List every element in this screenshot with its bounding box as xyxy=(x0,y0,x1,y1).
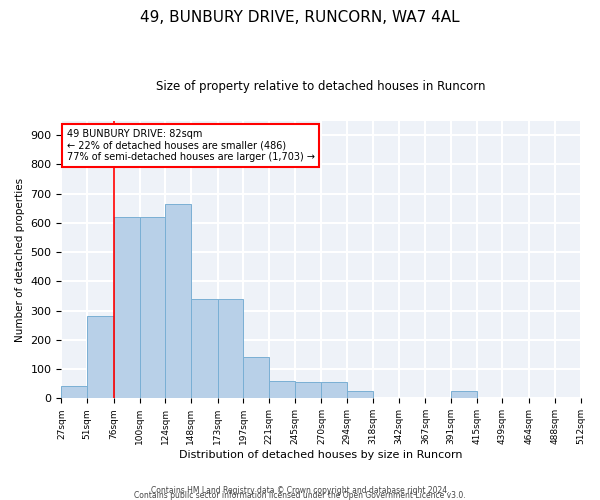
Bar xyxy=(269,381,295,398)
Bar xyxy=(322,382,347,398)
Bar xyxy=(244,358,269,399)
X-axis label: Distribution of detached houses by size in Runcorn: Distribution of detached houses by size … xyxy=(179,450,463,460)
Bar xyxy=(218,299,244,398)
Bar xyxy=(61,386,87,398)
Text: 49, BUNBURY DRIVE, RUNCORN, WA7 4AL: 49, BUNBURY DRIVE, RUNCORN, WA7 4AL xyxy=(140,10,460,25)
Text: 49 BUNBURY DRIVE: 82sqm
← 22% of detached houses are smaller (486)
77% of semi-d: 49 BUNBURY DRIVE: 82sqm ← 22% of detache… xyxy=(67,129,314,162)
Bar xyxy=(295,382,322,398)
Text: Contains HM Land Registry data © Crown copyright and database right 2024.: Contains HM Land Registry data © Crown c… xyxy=(151,486,449,495)
Bar xyxy=(191,299,218,398)
Bar xyxy=(165,204,191,398)
Title: Size of property relative to detached houses in Runcorn: Size of property relative to detached ho… xyxy=(156,80,486,93)
Bar xyxy=(140,217,165,398)
Y-axis label: Number of detached properties: Number of detached properties xyxy=(15,178,25,342)
Bar xyxy=(87,316,114,398)
Bar xyxy=(114,217,140,398)
Bar xyxy=(451,391,476,398)
Bar xyxy=(347,391,373,398)
Text: Contains public sector information licensed under the Open Government Licence v3: Contains public sector information licen… xyxy=(134,491,466,500)
